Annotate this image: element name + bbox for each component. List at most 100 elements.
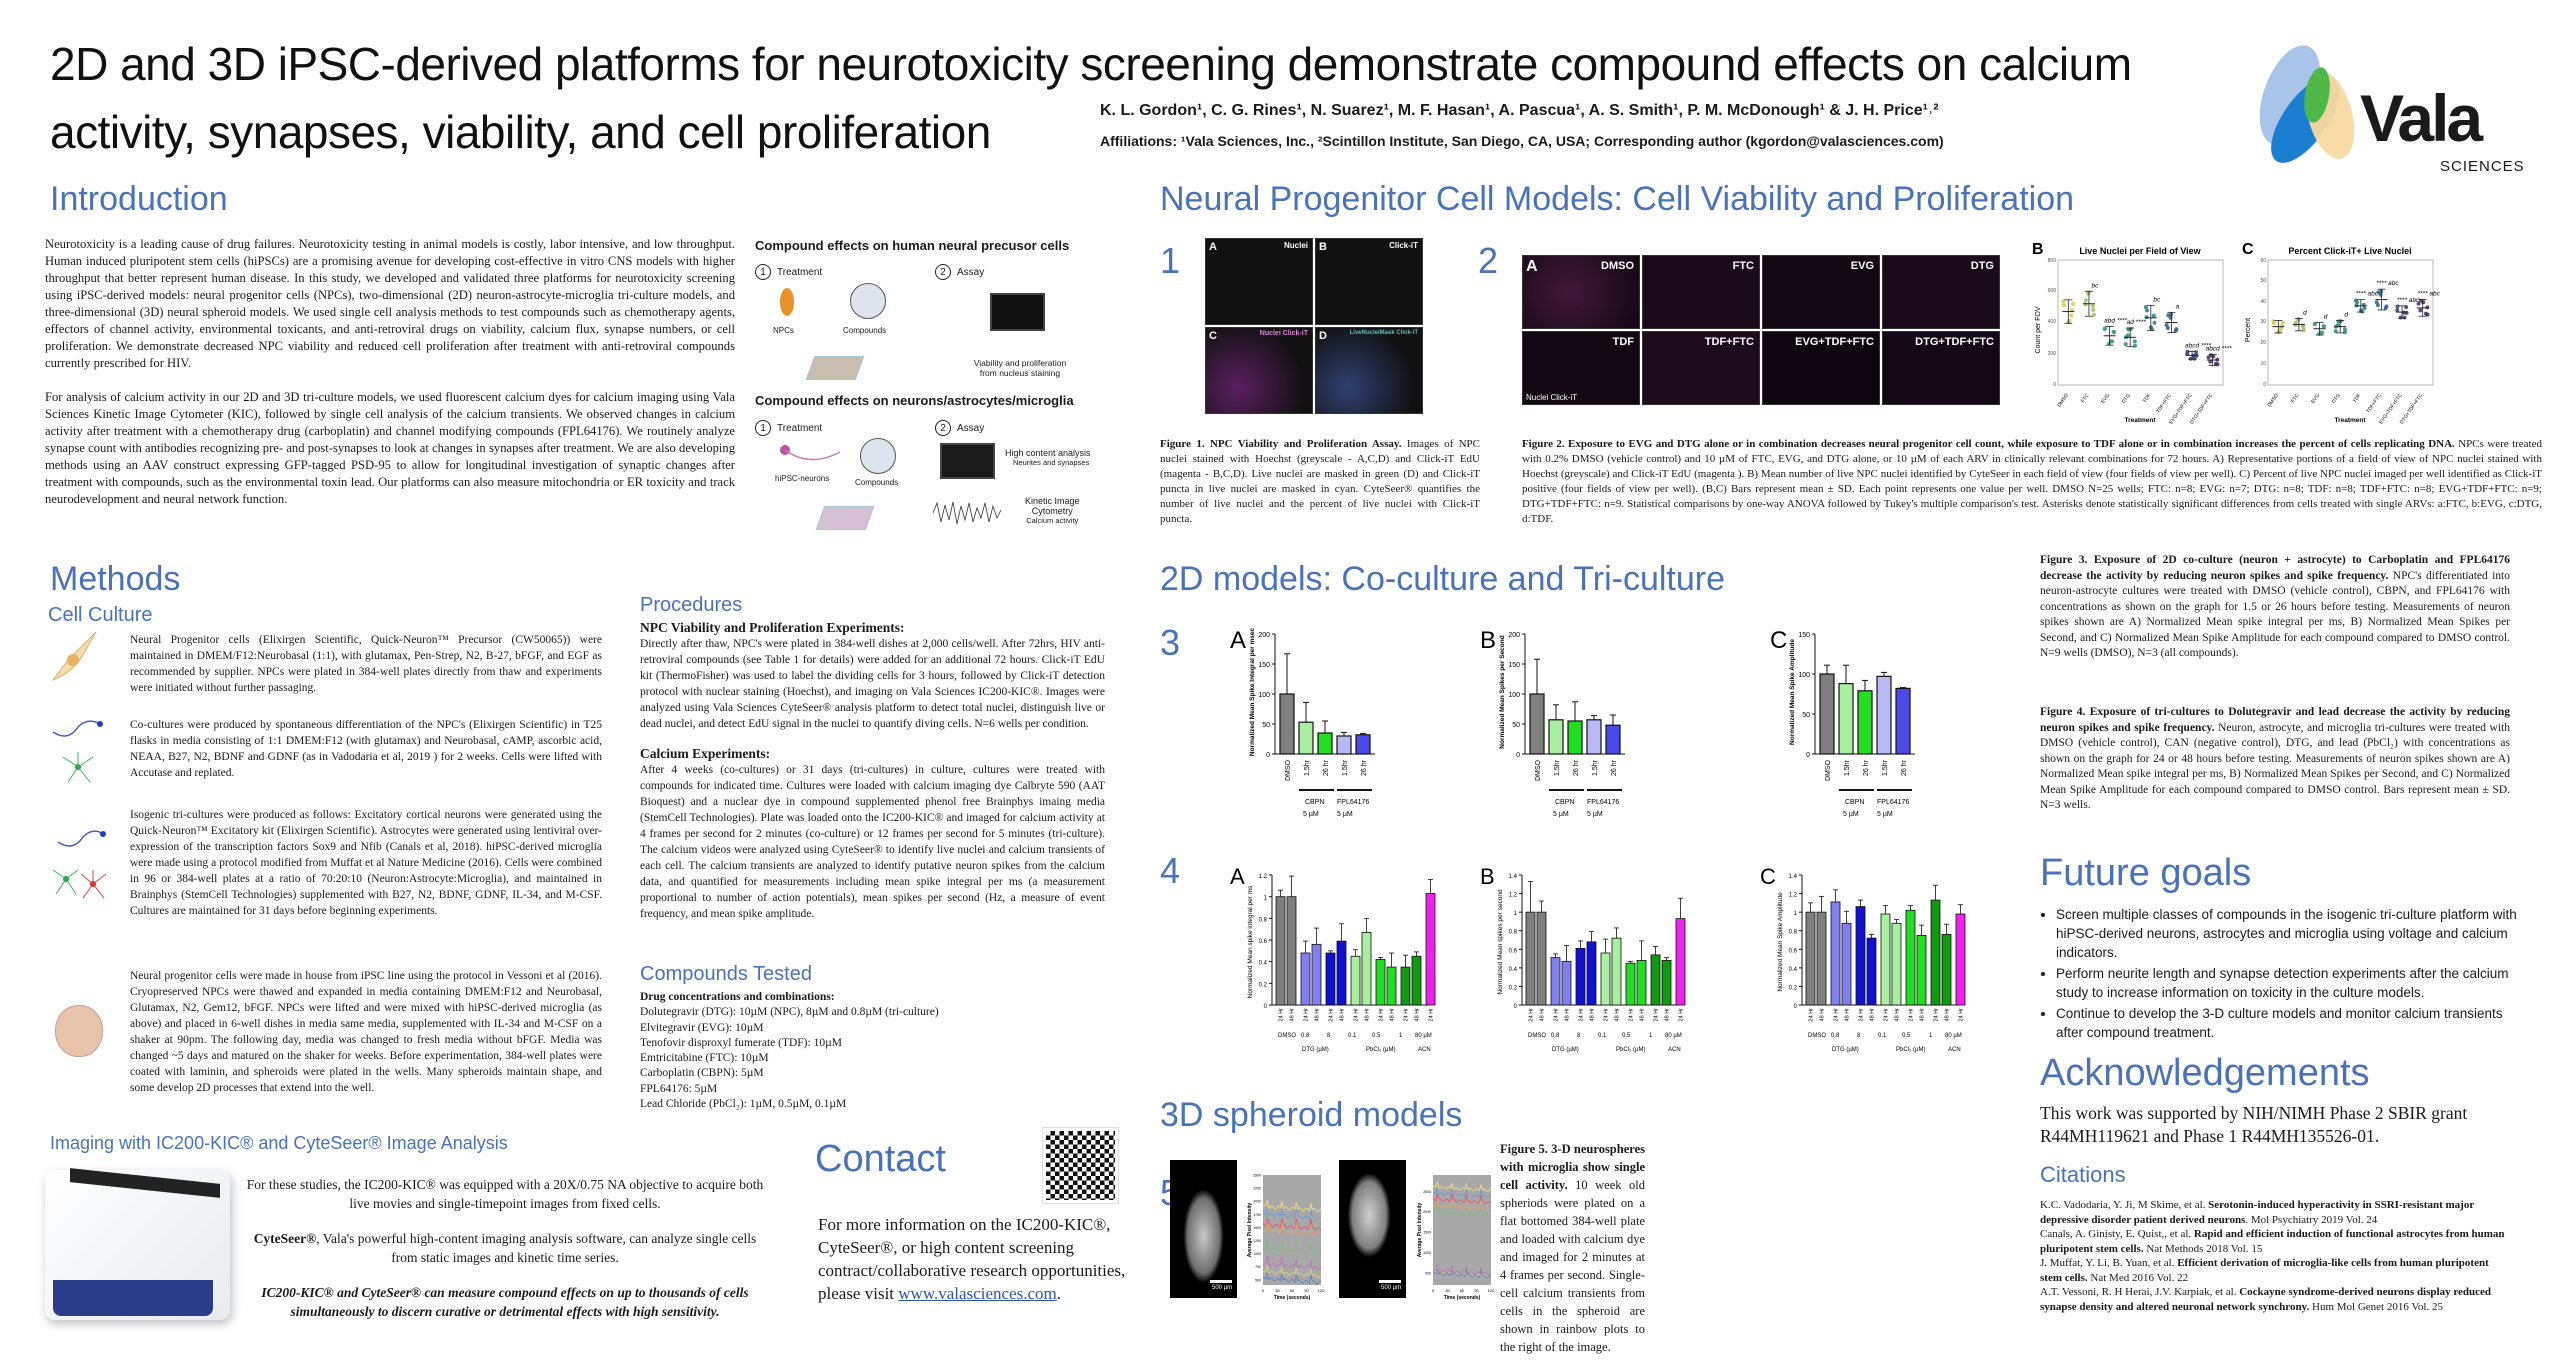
cell-culture-triculture-text: Isogenic tri-cultures were produced as f… [130, 809, 602, 917]
citation-item: J. Muffat, Y. Li, B. Yuan, et al. Effici… [2040, 1256, 2510, 1285]
svg-text:150: 150 [1258, 662, 1270, 669]
qr-code[interactable] [1042, 1127, 1119, 1204]
svg-text:0.8: 0.8 [1551, 1033, 1560, 1039]
svg-text:100: 100 [1508, 692, 1520, 699]
svg-text:30: 30 [1445, 1288, 1450, 1293]
citations-heading: Citations [2040, 1162, 2126, 1187]
svg-text:24 Hr: 24 Hr [1959, 1008, 1965, 1022]
step-1b-label: Treatment [777, 422, 823, 434]
panel-label: B [1319, 241, 1327, 253]
svg-text:1000: 1000 [1253, 1252, 1261, 1256]
imaging-text: For these studies, the IC200-KIC® was eq… [240, 1175, 770, 1321]
svg-text:**** abc: **** abc [2417, 291, 2440, 298]
svg-text:48 Hr: 48 Hr [1845, 1008, 1851, 1022]
svg-text:EVG: EVG [2100, 393, 2111, 405]
svg-text:FPL64176: FPL64176 [1877, 799, 1909, 806]
compounds-label: Compounds [843, 326, 887, 335]
svg-text:DTG (µM): DTG (µM) [1832, 1047, 1859, 1053]
svg-text:50: 50 [1262, 722, 1270, 729]
svg-text:0.4: 0.4 [1259, 961, 1268, 967]
micrograph-clickit: B Click-iT [1315, 238, 1423, 325]
goal-item: Continue to develop the 3-D culture mode… [2056, 1004, 2520, 1042]
figure-3-caption-text: NPC's differentiated into neuron-astrocy… [2040, 569, 2510, 660]
channel-label: Nuclei [1283, 241, 1308, 250]
svg-text:0.8: 0.8 [1509, 930, 1518, 936]
vala-logo: Vala SCIENCES [2250, 40, 2550, 190]
panel-label: C [1209, 330, 1217, 342]
neuron-icon [780, 445, 841, 461]
svg-text:Normalized Mean spikes per sec: Normalized Mean spikes per second [1497, 889, 1504, 995]
svg-text:d: d [2303, 309, 2307, 316]
figure-2-caption-text: NPCs were treated with 0.2% DMSO (vehicl… [1522, 438, 2542, 525]
npc-cell-icon [780, 288, 794, 316]
cell-culture-heading: Cell Culture [48, 604, 153, 626]
svg-text:1.2: 1.2 [1259, 874, 1268, 880]
svg-text:TDF+FTC: TDF+FTC [2365, 392, 2383, 414]
svg-text:**** abc: **** abc [2376, 280, 2399, 287]
svg-text:750: 750 [1255, 1265, 1261, 1269]
compound-item: Elvitegravir (EVG): 10µM [640, 1021, 764, 1034]
compounds-subheading: Drug concentrations and combinations: [640, 991, 835, 1003]
svg-text:24 Hr: 24 Hr [1629, 1008, 1635, 1022]
svg-text:24 Hr: 24 Hr [1579, 1008, 1585, 1022]
introduction-heading: Introduction [50, 180, 228, 218]
svg-text:48 Hr: 48 Hr [1920, 1008, 1926, 1022]
svg-text:2000: 2000 [1253, 1200, 1261, 1204]
svg-text:90: 90 [1304, 1288, 1309, 1293]
svg-text:Time (seconds): Time (seconds) [1274, 1295, 1311, 1300]
compound-item: Carboplatin (CBPN): 5µM [640, 1067, 764, 1080]
kic-label: Kinetic Image Cytometry Calcium activity [1025, 496, 1080, 525]
svg-text:48 Hr: 48 Hr [1945, 1008, 1951, 1022]
scale-bar [1210, 1280, 1232, 1283]
svg-text:1.5hr: 1.5hr [1554, 759, 1561, 776]
chart-fig3b: B Normalized Mean Spikes per Second 0 50 100… [1480, 622, 1720, 832]
svg-text:48 Hr: 48 Hr [1895, 1008, 1901, 1022]
svg-text:bc: bc [2153, 296, 2161, 303]
figure-4-caption-title: Figure 4. Exposure of tri-cultures to Do… [2040, 706, 2510, 734]
svg-text:2000: 2000 [1423, 1210, 1431, 1214]
scale-label: 500 µm [1381, 1285, 1402, 1291]
micrograph-merge: C Nuclei Click-iT [1205, 327, 1313, 414]
svg-text:0.4: 0.4 [1509, 967, 1518, 973]
procedures-heading: Procedures [640, 594, 743, 616]
npc-section-heading: Neural Progenitor Cell Models: Cell Viab… [1160, 180, 2075, 218]
diagram-title-1: Compound effects on human neural precuso… [755, 238, 1070, 253]
svg-text:DTG: DTG [2331, 393, 2342, 405]
contact-text: For more information on the IC200-KIC®, … [818, 1213, 1138, 1305]
neurons-label: hiPSC-neurons [775, 474, 830, 483]
svg-text:100: 100 [1258, 692, 1270, 699]
hca-text: High content analysis [1005, 448, 1091, 458]
svg-text:DMSO: DMSO [2056, 393, 2070, 409]
treatment-label: FTC [1732, 260, 1754, 272]
logo-text: Vala [2360, 81, 2483, 155]
compound-item: FPL64176: 5µM [640, 1082, 718, 1095]
step-1b-icon: 1 [755, 420, 771, 436]
svg-text:48 Hr: 48 Hr [1390, 1008, 1396, 1022]
introduction-text: Neurotoxicity is a leading cause of drug… [45, 236, 735, 508]
future-goals-heading: Future goals [2040, 852, 2252, 894]
cell-culture-coculture-text: Co-cultures were produced by spontaneous… [130, 719, 602, 779]
micrograph-dtg: DTG [1882, 255, 2000, 329]
imaging-paragraph-2: CyteSeer®, Vala's powerful high-content … [240, 1229, 770, 1267]
svg-text:0.1: 0.1 [1878, 1033, 1887, 1039]
channel-label: Nuclei Click-iT [1259, 330, 1308, 337]
citation-journal: Nat Med 2016 Vol. 22 [2087, 1271, 2189, 1284]
compounds-list: Drug concentrations and combinations: Do… [640, 990, 1080, 1112]
monitor-icon-2 [940, 443, 995, 479]
imaging-paragraph-1: For these studies, the IC200-KIC® was eq… [246, 1177, 764, 1211]
svg-text:TDF+FTC: TDF+FTC [2155, 392, 2173, 414]
svg-text:5 µM: 5 µM [1877, 811, 1893, 818]
figure-5-caption: Figure 5. 3-D neurospheres with microgli… [1500, 1140, 1645, 1356]
chart-fig4c: C Normalized Mean Spike Amplitude 0 0.2 0.4 0… [1760, 862, 2060, 1062]
treatment-label: TDF+FTC [1704, 336, 1754, 348]
micrograph-evg: EVG [1762, 255, 1880, 329]
logo-subtext: SCIENCES [2440, 158, 2525, 175]
svg-text:PbCl₂ (µM): PbCl₂ (µM) [1366, 1047, 1395, 1053]
svg-text:24 Hr: 24 Hr [1884, 1008, 1890, 1022]
svg-text:1: 1 [1399, 1033, 1403, 1039]
svg-text:150: 150 [1798, 632, 1810, 639]
micrograph-evg-tdf-ftc: EVG+TDF+FTC [1762, 331, 1880, 405]
svg-text:FTC: FTC [2290, 392, 2301, 404]
contact-body: For more information on the IC200-KIC®, … [818, 1215, 1126, 1303]
website-link[interactable]: www.valasciences.com [898, 1284, 1057, 1303]
